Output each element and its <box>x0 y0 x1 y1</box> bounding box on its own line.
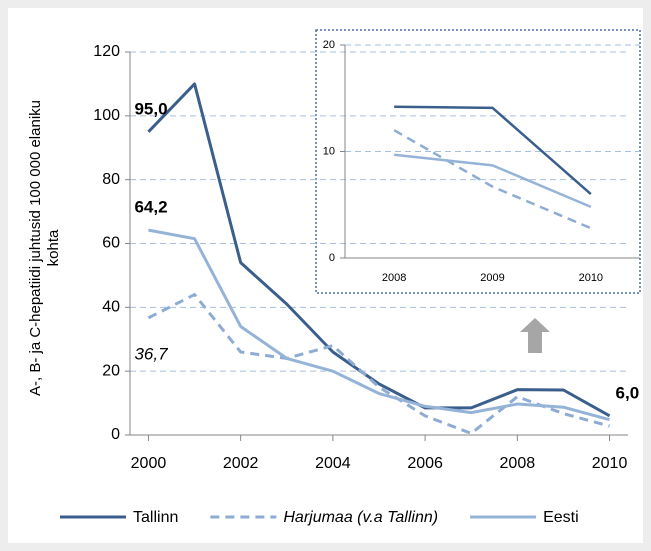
series-line <box>393 129 592 230</box>
series-line <box>147 82 611 418</box>
y-tick-label: 0 <box>111 426 120 443</box>
y-tick-label: 0 <box>329 252 335 264</box>
x-tick-label: 2006 <box>407 455 443 472</box>
y-tick-label: 60 <box>102 235 120 252</box>
data-label: 95,0 <box>134 99 167 118</box>
y-tick-label: 80 <box>102 171 120 188</box>
x-tick-label: 2008 <box>382 272 406 284</box>
y-axis-label: A-, B- ja C-hepatiidi juhtusid 100 000 e… <box>27 100 62 397</box>
legend-label: Tallinn <box>133 509 178 526</box>
y-tick-label: 40 <box>102 299 120 316</box>
legend-label: Eesti <box>543 509 579 526</box>
y-tick-label: 120 <box>93 43 120 60</box>
series-line <box>148 228 610 422</box>
y-tick-label: 20 <box>102 362 120 379</box>
series-line <box>394 105 592 196</box>
data-label: 36,7 <box>134 344 168 363</box>
data-label: 6,0 <box>616 383 640 402</box>
series-line <box>394 153 592 209</box>
x-tick-label: 2004 <box>315 455 351 472</box>
x-tick-label: 2009 <box>480 272 504 284</box>
y-tick-label: 10 <box>323 145 335 157</box>
x-tick-label: 2010 <box>592 455 628 472</box>
inset-frame <box>315 29 641 294</box>
x-tick-label: 2008 <box>500 455 536 472</box>
arrow <box>520 318 550 353</box>
y-tick-label: 20 <box>323 39 335 51</box>
y-tick-label: 100 <box>93 107 120 124</box>
legend-label: Harjumaa (v.a Tallinn) <box>283 509 438 526</box>
x-tick-label: 2010 <box>579 272 603 284</box>
x-tick-label: 2002 <box>223 455 259 472</box>
x-tick-label: 2000 <box>131 455 167 472</box>
data-label: 64,2 <box>134 198 167 217</box>
